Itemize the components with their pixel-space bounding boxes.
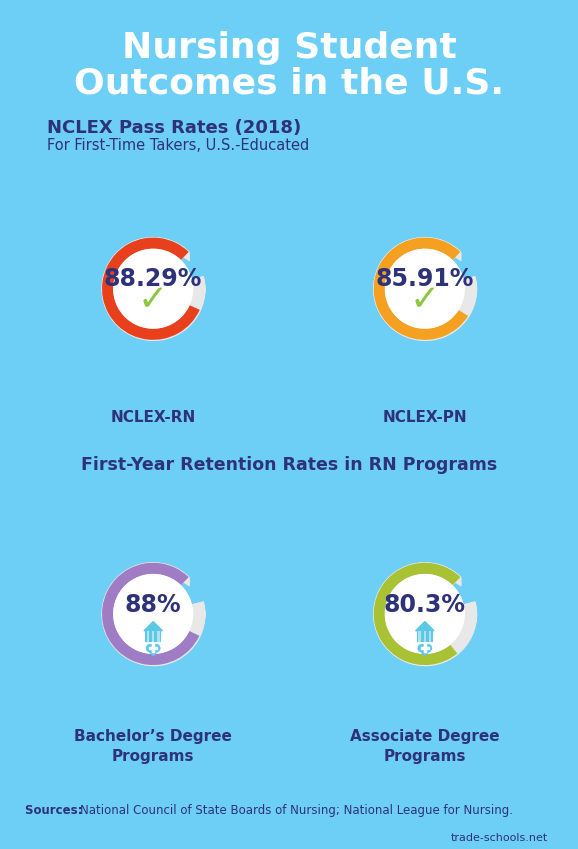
FancyBboxPatch shape xyxy=(152,631,154,642)
FancyBboxPatch shape xyxy=(157,631,160,642)
Polygon shape xyxy=(418,648,431,655)
FancyBboxPatch shape xyxy=(147,631,149,642)
Text: NCLEX-RN: NCLEX-RN xyxy=(110,410,196,424)
Circle shape xyxy=(386,250,464,328)
Text: NCLEX-PN: NCLEX-PN xyxy=(383,410,467,424)
Wedge shape xyxy=(102,238,200,340)
Text: First-Year Retention Rates in RN Programs: First-Year Retention Rates in RN Program… xyxy=(81,456,497,474)
FancyBboxPatch shape xyxy=(417,631,433,642)
Text: Sources:: Sources: xyxy=(25,804,87,818)
Wedge shape xyxy=(374,238,468,340)
Circle shape xyxy=(418,644,425,652)
FancyBboxPatch shape xyxy=(424,631,426,642)
Text: 80.3%: 80.3% xyxy=(384,593,466,616)
Text: Outcomes in the U.S.: Outcomes in the U.S. xyxy=(74,67,504,101)
Text: 88%: 88% xyxy=(125,593,181,616)
FancyBboxPatch shape xyxy=(145,631,161,642)
Text: NCLEX Pass Rates (2018): NCLEX Pass Rates (2018) xyxy=(47,119,302,138)
Wedge shape xyxy=(374,563,476,665)
Wedge shape xyxy=(102,563,199,665)
Text: 85.91%: 85.91% xyxy=(376,267,474,291)
Wedge shape xyxy=(102,238,204,340)
Text: Bachelor’s Degree
Programs: Bachelor’s Degree Programs xyxy=(74,729,232,764)
Polygon shape xyxy=(416,621,434,631)
Circle shape xyxy=(147,644,154,652)
Circle shape xyxy=(114,250,192,328)
Polygon shape xyxy=(144,621,162,631)
Circle shape xyxy=(153,644,160,652)
Circle shape xyxy=(114,575,192,653)
Wedge shape xyxy=(374,563,460,665)
Wedge shape xyxy=(374,238,476,340)
Text: ✓: ✓ xyxy=(138,283,168,317)
Wedge shape xyxy=(102,563,204,665)
FancyBboxPatch shape xyxy=(429,631,431,642)
Text: For First-Time Takers, U.S.-Educated: For First-Time Takers, U.S.-Educated xyxy=(47,138,309,153)
Circle shape xyxy=(424,644,432,652)
Text: trade-schools.net: trade-schools.net xyxy=(451,833,548,843)
Text: National Council of State Boards of Nursing; National League for Nursing.: National Council of State Boards of Nurs… xyxy=(80,804,513,818)
Text: 88.29%: 88.29% xyxy=(104,267,202,291)
Text: Nursing Student: Nursing Student xyxy=(121,31,457,65)
Text: Associate Degree
Programs: Associate Degree Programs xyxy=(350,729,499,764)
Circle shape xyxy=(386,575,464,653)
Text: ✓: ✓ xyxy=(410,283,440,317)
FancyBboxPatch shape xyxy=(418,631,421,642)
Polygon shape xyxy=(147,648,160,655)
